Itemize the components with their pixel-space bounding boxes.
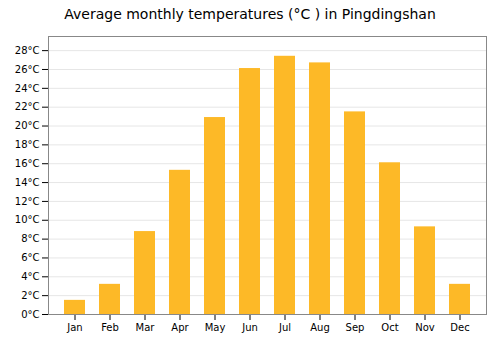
svg-text:Dec: Dec <box>450 322 469 333</box>
svg-text:Jun: Jun <box>241 322 258 333</box>
svg-text:4°C: 4°C <box>21 271 39 282</box>
svg-text:Nov: Nov <box>415 322 435 333</box>
svg-text:14°C: 14°C <box>15 177 40 188</box>
svg-text:18°C: 18°C <box>15 139 40 150</box>
svg-text:6°C: 6°C <box>21 252 39 263</box>
svg-text:Jan: Jan <box>66 322 82 333</box>
svg-text:Oct: Oct <box>381 322 398 333</box>
svg-text:Aug: Aug <box>310 322 330 333</box>
svg-text:28°C: 28°C <box>15 45 40 56</box>
svg-text:12°C: 12°C <box>15 196 40 207</box>
svg-text:Apr: Apr <box>171 322 189 333</box>
svg-text:Feb: Feb <box>101 322 119 333</box>
html-text:Average monthly temperatures (: Average monthly temperatures (°C ) in Pi… <box>64 6 436 22</box>
svg-text:24°C: 24°C <box>15 83 40 94</box>
svg-text:10°C: 10°C <box>15 214 40 225</box>
svg-text:May: May <box>205 322 226 333</box>
svg-text:16°C: 16°C <box>15 158 40 169</box>
svg-text:Sep: Sep <box>346 322 365 333</box>
svg-text:22°C: 22°C <box>15 101 40 112</box>
svg-text:Jul: Jul <box>278 322 291 333</box>
svg-text:2°C: 2°C <box>21 290 39 301</box>
svg-text:Mar: Mar <box>136 322 156 333</box>
svg-text:8°C: 8°C <box>21 233 39 244</box>
svg-text:0°C: 0°C <box>21 309 39 320</box>
svg-text:20°C: 20°C <box>15 120 40 131</box>
svg-text:26°C: 26°C <box>15 64 40 75</box>
